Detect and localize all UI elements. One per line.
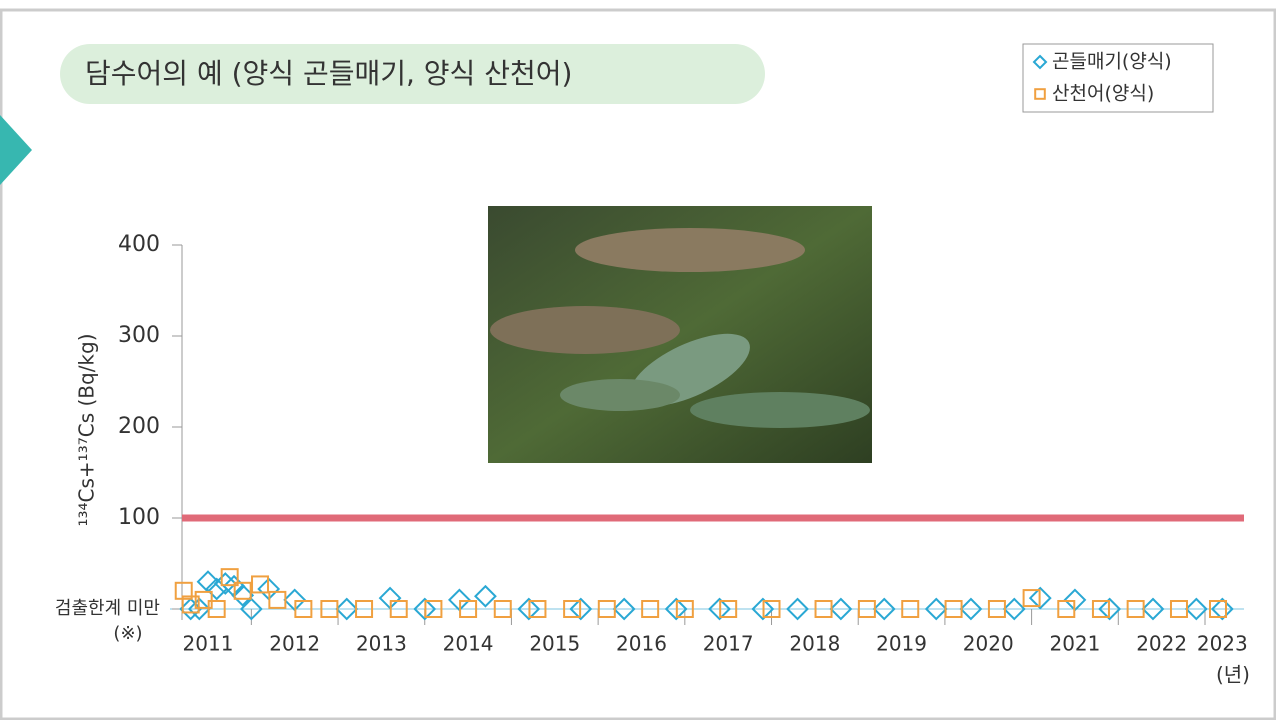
point [181,595,200,614]
y-tick-label: 400 [118,232,160,257]
x-tick-label: 2014 [443,632,494,656]
point [872,597,896,621]
point [1141,597,1165,621]
point [335,597,359,621]
point [857,600,876,618]
x-tick-label: 2021 [1049,632,1100,656]
point [459,600,478,618]
point [220,568,239,587]
point [251,575,270,594]
point [1210,597,1234,621]
point [664,597,688,621]
legend-marker [1034,88,1046,100]
point [233,581,252,600]
x-tick-label: 2015 [529,632,580,656]
point [924,597,948,621]
x-tick-label: 2012 [269,632,320,656]
point [187,597,211,621]
legend-marker [1032,54,1048,70]
point [829,597,853,621]
x-tick-label: 2017 [703,632,754,656]
point [762,600,781,618]
point [1057,600,1076,618]
point [1126,600,1145,618]
point [268,590,287,609]
point [320,600,339,618]
y-tick-label: 검출한계 미만 [55,598,160,619]
legend-label: 산천어(양식) [1052,83,1154,105]
point [231,583,255,607]
x-tick-label: 2018 [789,632,840,656]
point [355,600,374,618]
point [563,600,582,618]
photo [488,206,872,463]
point [708,597,731,621]
chart-title: 담수어의 예 (양식 곤들매기, 양식 산천어) [85,57,572,90]
point [1091,600,1110,618]
point [1169,600,1188,618]
point [944,600,963,618]
point [786,597,809,621]
point [1098,597,1122,621]
x-tick-label: 2013 [356,632,407,656]
legend-box [1022,43,1214,113]
point [493,600,512,618]
x-tick-label: 2023 [1197,632,1248,656]
y-axis-label: ¹³⁴Cs+¹³⁷Cs (Bq/kg) [75,333,99,526]
x-tick-label: 2011 [183,632,234,656]
point [612,597,636,621]
y-tick-label: 100 [118,505,160,530]
point [719,600,738,618]
point [528,600,547,618]
point [179,597,203,621]
point [1002,597,1026,621]
point [675,600,694,618]
y-tick-label: 200 [118,414,160,439]
point [413,597,437,621]
point [194,590,213,609]
point [987,600,1006,618]
point [1028,586,1052,610]
point [569,597,593,621]
point [207,600,226,618]
x-tick-label: 2022 [1136,632,1187,656]
legend-label: 곤들매기(양식) [1052,51,1172,73]
point [294,600,313,618]
x-tick-label: 2019 [876,632,927,656]
point [597,600,616,618]
point [1208,600,1227,618]
title-pill [60,44,765,104]
y-note: (※) [113,623,142,644]
point [474,584,497,608]
point [174,581,193,600]
point [517,597,541,621]
point [751,597,775,621]
point [814,600,833,618]
x-tick-label: 2016 [616,632,667,656]
arrow-decoration [0,115,32,185]
point [959,597,983,621]
point [1022,589,1041,608]
legend: 곤들매기(양식) 산천어(양식) [1022,43,1214,113]
point [213,572,237,595]
y-tick-label: 300 [118,323,160,348]
x-tick-label: 2020 [963,632,1014,656]
point [901,600,920,618]
point [1184,597,1208,621]
point [424,600,443,618]
point [641,600,660,618]
point [239,597,263,621]
x-unit: (년) [1216,663,1250,687]
point [389,600,408,618]
